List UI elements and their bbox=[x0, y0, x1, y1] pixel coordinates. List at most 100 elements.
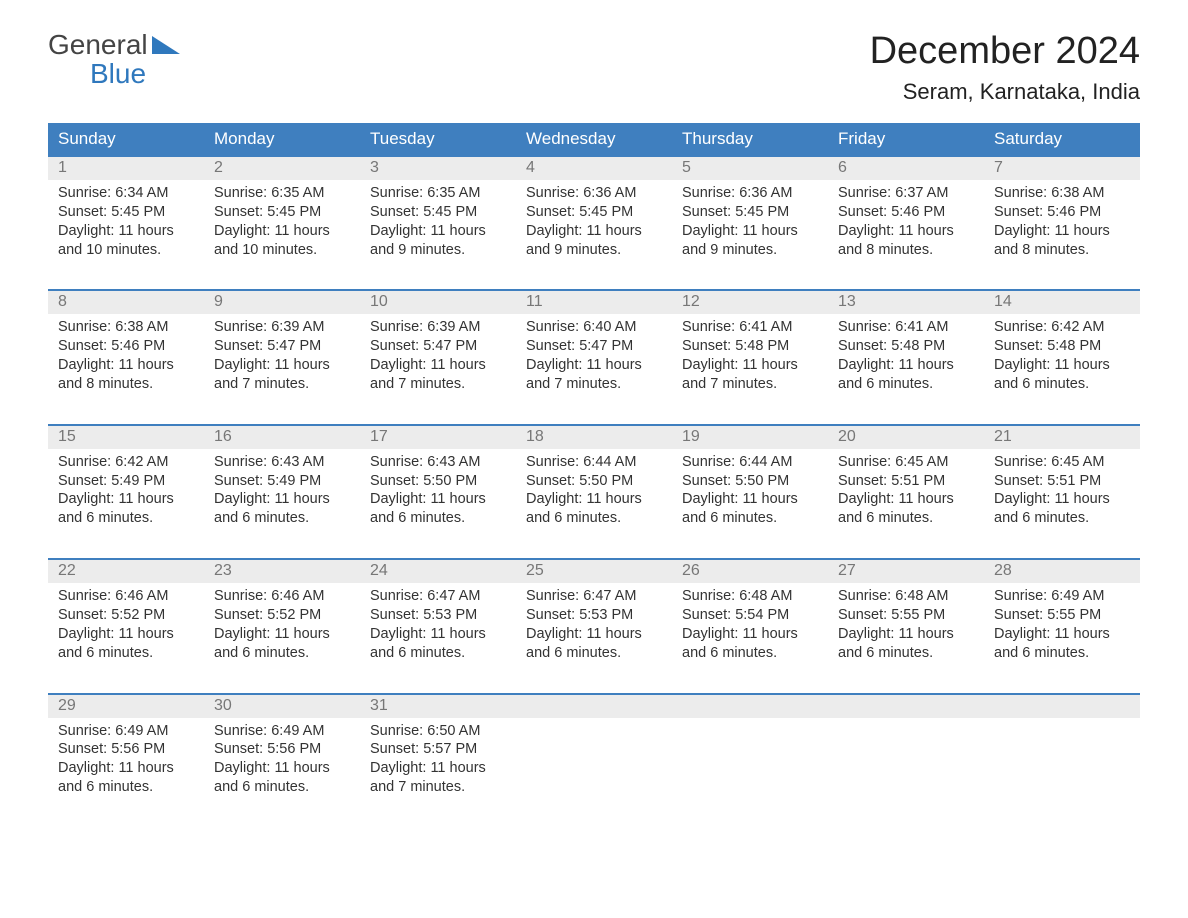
calendar: SundayMondayTuesdayWednesdayThursdayFrid… bbox=[48, 123, 1140, 817]
day-cell: Sunrise: 6:47 AMSunset: 5:53 PMDaylight:… bbox=[360, 583, 516, 682]
day-content-row: Sunrise: 6:42 AMSunset: 5:49 PMDaylight:… bbox=[48, 449, 1140, 548]
day-daylight2: and 6 minutes. bbox=[994, 375, 1130, 394]
day-sunset: Sunset: 5:46 PM bbox=[838, 203, 974, 222]
day-daylight1: Daylight: 11 hours bbox=[370, 356, 506, 375]
day-cell: Sunrise: 6:43 AMSunset: 5:49 PMDaylight:… bbox=[204, 449, 360, 548]
day-daylight1: Daylight: 11 hours bbox=[994, 222, 1130, 241]
day-sunrise: Sunrise: 6:46 AM bbox=[58, 587, 194, 606]
day-daylight1: Daylight: 11 hours bbox=[994, 625, 1130, 644]
day-sunset: Sunset: 5:57 PM bbox=[370, 740, 506, 759]
day-sunrise: Sunrise: 6:35 AM bbox=[214, 184, 350, 203]
month-title: December 2024 bbox=[870, 30, 1140, 73]
day-daylight1: Daylight: 11 hours bbox=[526, 490, 662, 509]
location: Seram, Karnataka, India bbox=[870, 79, 1140, 105]
day-cell: Sunrise: 6:49 AMSunset: 5:56 PMDaylight:… bbox=[204, 718, 360, 817]
day-daylight2: and 6 minutes. bbox=[214, 644, 350, 663]
day-sunset: Sunset: 5:50 PM bbox=[370, 472, 506, 491]
day-cell: Sunrise: 6:42 AMSunset: 5:48 PMDaylight:… bbox=[984, 314, 1140, 413]
day-sunrise: Sunrise: 6:34 AM bbox=[58, 184, 194, 203]
day-sunset: Sunset: 5:56 PM bbox=[214, 740, 350, 759]
day-daylight1: Daylight: 11 hours bbox=[214, 490, 350, 509]
day-cell: Sunrise: 6:34 AMSunset: 5:45 PMDaylight:… bbox=[48, 180, 204, 279]
day-sunrise: Sunrise: 6:48 AM bbox=[682, 587, 818, 606]
day-sunset: Sunset: 5:49 PM bbox=[58, 472, 194, 491]
day-sunset: Sunset: 5:50 PM bbox=[526, 472, 662, 491]
day-daylight1: Daylight: 11 hours bbox=[838, 222, 974, 241]
day-daylight2: and 6 minutes. bbox=[370, 509, 506, 528]
day-daylight2: and 7 minutes. bbox=[370, 778, 506, 797]
day-daylight2: and 6 minutes. bbox=[838, 509, 974, 528]
day-daylight1: Daylight: 11 hours bbox=[214, 222, 350, 241]
title-block: December 2024 Seram, Karnataka, India bbox=[870, 30, 1140, 105]
day-daylight2: and 6 minutes. bbox=[58, 644, 194, 663]
day-sunset: Sunset: 5:46 PM bbox=[58, 337, 194, 356]
day-sunrise: Sunrise: 6:38 AM bbox=[58, 318, 194, 337]
day-sunrise: Sunrise: 6:36 AM bbox=[682, 184, 818, 203]
day-daylight2: and 9 minutes. bbox=[526, 241, 662, 260]
day-daylight1: Daylight: 11 hours bbox=[58, 759, 194, 778]
day-number: 2 bbox=[204, 157, 360, 180]
day-daylight1: Daylight: 11 hours bbox=[58, 222, 194, 241]
daynum-row: 15161718192021 bbox=[48, 426, 1140, 449]
day-number: 21 bbox=[984, 426, 1140, 449]
day-sunrise: Sunrise: 6:44 AM bbox=[526, 453, 662, 472]
day-daylight1: Daylight: 11 hours bbox=[214, 625, 350, 644]
day-sunset: Sunset: 5:47 PM bbox=[214, 337, 350, 356]
day-number: 27 bbox=[828, 560, 984, 583]
day-daylight2: and 9 minutes. bbox=[370, 241, 506, 260]
day-cell: Sunrise: 6:48 AMSunset: 5:54 PMDaylight:… bbox=[672, 583, 828, 682]
day-sunrise: Sunrise: 6:43 AM bbox=[370, 453, 506, 472]
day-cell: Sunrise: 6:36 AMSunset: 5:45 PMDaylight:… bbox=[672, 180, 828, 279]
logo-triangle-icon bbox=[152, 36, 180, 54]
day-daylight2: and 6 minutes. bbox=[58, 778, 194, 797]
weekday-header: Friday bbox=[828, 123, 984, 155]
day-number: 19 bbox=[672, 426, 828, 449]
day-sunrise: Sunrise: 6:47 AM bbox=[370, 587, 506, 606]
header: General Blue December 2024 Seram, Karnat… bbox=[48, 30, 1140, 105]
day-daylight2: and 6 minutes. bbox=[838, 375, 974, 394]
day-sunrise: Sunrise: 6:39 AM bbox=[370, 318, 506, 337]
day-number: 5 bbox=[672, 157, 828, 180]
day-daylight2: and 6 minutes. bbox=[994, 509, 1130, 528]
weekday-header: Sunday bbox=[48, 123, 204, 155]
day-sunrise: Sunrise: 6:41 AM bbox=[682, 318, 818, 337]
day-sunset: Sunset: 5:56 PM bbox=[58, 740, 194, 759]
day-cell: Sunrise: 6:48 AMSunset: 5:55 PMDaylight:… bbox=[828, 583, 984, 682]
day-sunset: Sunset: 5:50 PM bbox=[682, 472, 818, 491]
day-cell: Sunrise: 6:49 AMSunset: 5:55 PMDaylight:… bbox=[984, 583, 1140, 682]
day-daylight1: Daylight: 11 hours bbox=[370, 490, 506, 509]
day-daylight1: Daylight: 11 hours bbox=[58, 625, 194, 644]
day-number: 4 bbox=[516, 157, 672, 180]
day-sunset: Sunset: 5:49 PM bbox=[214, 472, 350, 491]
day-cell: Sunrise: 6:35 AMSunset: 5:45 PMDaylight:… bbox=[360, 180, 516, 279]
weeks-container: 1234567Sunrise: 6:34 AMSunset: 5:45 PMDa… bbox=[48, 155, 1140, 817]
day-sunrise: Sunrise: 6:39 AM bbox=[214, 318, 350, 337]
day-sunrise: Sunrise: 6:45 AM bbox=[994, 453, 1130, 472]
day-daylight1: Daylight: 11 hours bbox=[526, 222, 662, 241]
day-sunset: Sunset: 5:45 PM bbox=[526, 203, 662, 222]
day-cell: Sunrise: 6:44 AMSunset: 5:50 PMDaylight:… bbox=[672, 449, 828, 548]
day-sunrise: Sunrise: 6:50 AM bbox=[370, 722, 506, 741]
day-cell: Sunrise: 6:39 AMSunset: 5:47 PMDaylight:… bbox=[360, 314, 516, 413]
day-cell: Sunrise: 6:45 AMSunset: 5:51 PMDaylight:… bbox=[984, 449, 1140, 548]
day-sunrise: Sunrise: 6:42 AM bbox=[58, 453, 194, 472]
day-sunrise: Sunrise: 6:37 AM bbox=[838, 184, 974, 203]
day-daylight2: and 6 minutes. bbox=[526, 644, 662, 663]
day-sunset: Sunset: 5:54 PM bbox=[682, 606, 818, 625]
day-daylight2: and 7 minutes. bbox=[370, 375, 506, 394]
day-cell: Sunrise: 6:44 AMSunset: 5:50 PMDaylight:… bbox=[516, 449, 672, 548]
day-sunset: Sunset: 5:45 PM bbox=[682, 203, 818, 222]
day-cell: Sunrise: 6:46 AMSunset: 5:52 PMDaylight:… bbox=[48, 583, 204, 682]
day-daylight2: and 6 minutes. bbox=[682, 644, 818, 663]
day-number: 24 bbox=[360, 560, 516, 583]
day-sunset: Sunset: 5:48 PM bbox=[838, 337, 974, 356]
day-number: 29 bbox=[48, 695, 204, 718]
day-daylight2: and 8 minutes. bbox=[994, 241, 1130, 260]
day-daylight2: and 8 minutes. bbox=[58, 375, 194, 394]
day-number: 12 bbox=[672, 291, 828, 314]
day-number: 10 bbox=[360, 291, 516, 314]
day-number: 13 bbox=[828, 291, 984, 314]
day-content-row: Sunrise: 6:34 AMSunset: 5:45 PMDaylight:… bbox=[48, 180, 1140, 279]
day-number: 1 bbox=[48, 157, 204, 180]
day-cell: Sunrise: 6:46 AMSunset: 5:52 PMDaylight:… bbox=[204, 583, 360, 682]
